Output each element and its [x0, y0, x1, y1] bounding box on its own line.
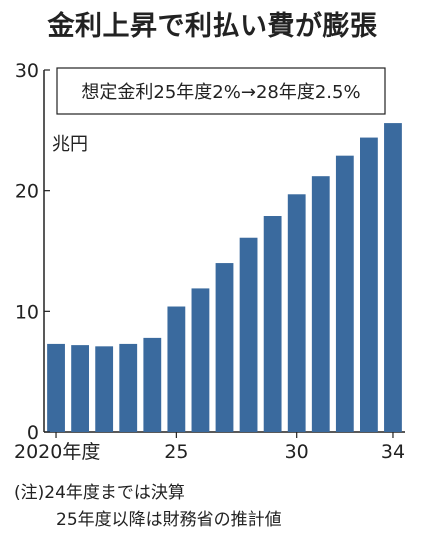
bar-2020	[47, 343, 65, 432]
bar-2028	[239, 237, 258, 432]
y-tick-label: 30	[15, 60, 39, 82]
bar-2030	[287, 194, 306, 432]
bar-2025	[167, 306, 186, 432]
x-tick-label: 25	[164, 441, 188, 463]
bar-2026	[191, 288, 210, 432]
bar-2029	[263, 216, 282, 432]
y-tick-label: 20	[15, 181, 39, 203]
bar-2022	[95, 346, 114, 432]
bar-2027	[215, 263, 234, 432]
bar-2024	[143, 337, 162, 432]
bar-series	[47, 123, 402, 433]
annotation-box	[56, 67, 386, 115]
footnote-line-1: (注)24年度までは決算	[14, 483, 185, 503]
y-tick-label: 0	[27, 422, 39, 444]
y-tick-label: 10	[15, 301, 39, 323]
x-axis-ticks: 2020年度 25 30 34	[14, 432, 405, 463]
bar-2021	[71, 345, 90, 432]
y-axis-ticks: 0 10 20 30	[15, 60, 50, 444]
bar-2023	[119, 343, 138, 432]
annotation-text: 想定金利25年度2%→28年度2.5%	[81, 82, 360, 103]
x-tick-label: 30	[285, 441, 309, 463]
x-tick-label: 34	[381, 441, 405, 463]
bar-2033	[360, 137, 378, 432]
chart-title: 金利上昇で利払い費が膨張	[47, 11, 378, 42]
bar-2032	[335, 155, 354, 433]
bar-2031	[311, 176, 330, 432]
unit-label: 兆円	[52, 134, 88, 155]
x-tick-label: 2020年度	[14, 441, 100, 463]
footnote-line-2: 25年度以降は財務省の推計値	[56, 510, 282, 530]
bar-2034	[384, 123, 402, 432]
